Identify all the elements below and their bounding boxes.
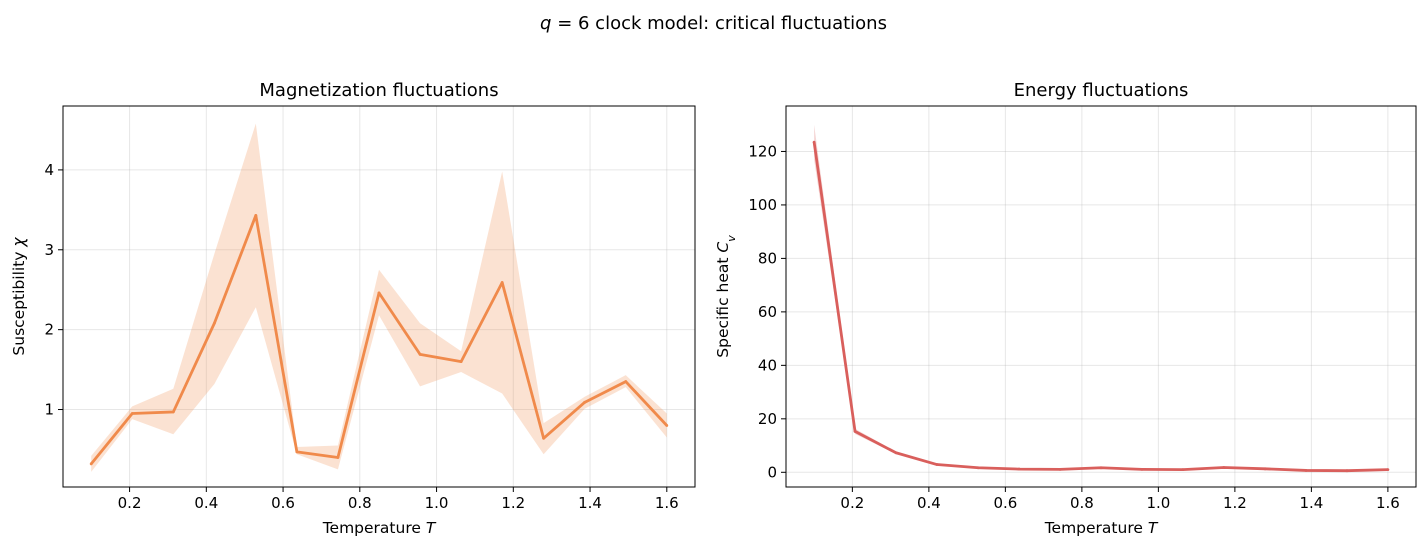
energy-x-tick-label: 0.8 (1070, 494, 1094, 512)
energy-data-point (1181, 468, 1185, 472)
energy-grid (786, 106, 1416, 487)
energy-data-point (976, 466, 980, 470)
magnetization-x-tick-label: 1.0 (425, 494, 449, 512)
magnetization-data-point (418, 353, 422, 356)
energy-data-point (1058, 467, 1062, 471)
energy-data-point (812, 140, 816, 144)
magnetization-x-axis-variable: T (426, 519, 437, 537)
energy-y-axis-subscript: v (725, 235, 738, 242)
magnetization-data-point (665, 424, 669, 427)
energy-y-tick-label: 20 (758, 410, 777, 428)
magnetization-y-tick-label: 1 (44, 401, 54, 419)
energy-x-tick-label: 0.4 (917, 494, 941, 512)
specific-heat-points (812, 140, 1390, 473)
figure-suptitle: q = 6 clock model: critical fluctuations (540, 13, 887, 34)
magnetization-data-point (295, 450, 299, 454)
energy-x-tick-label: 1.6 (1376, 494, 1400, 512)
magnetization-y-axis-text: Susceptibility (10, 247, 28, 356)
specific-heat-line (812, 141, 1388, 473)
energy-y-tick-label: 60 (758, 303, 777, 321)
magnetization-y-axis-label: Susceptibility χ (10, 237, 28, 356)
energy-x-axis-variable: T (1148, 519, 1159, 537)
energy-x-axis-text: Temperature (1044, 519, 1148, 537)
magnetization-data-point (336, 456, 340, 459)
energy-data-point (1386, 468, 1390, 472)
magnetization-data-point (377, 291, 381, 295)
energy-data-point (1222, 466, 1226, 469)
magnetization-data-point (624, 380, 628, 383)
energy-x-tick-label: 0.6 (993, 494, 1017, 512)
energy-title: Energy fluctuations (1014, 80, 1189, 101)
energy-data-point (935, 463, 939, 466)
energy-data-point (1345, 469, 1349, 473)
magnetization-x-ticks: 0.2 0.4 0.6 0.8 1.0 1.2 1.4 1.6 (118, 487, 679, 512)
magnetization-x-tick-label: 1.6 (655, 494, 679, 512)
magnetization-data-point (89, 462, 93, 466)
energy-data-point (1304, 469, 1308, 472)
magnetization-x-tick-label: 0.2 (118, 494, 142, 512)
magnetization-data-point (212, 321, 216, 325)
suptitle-equals: = 6 (551, 13, 589, 34)
energy-y-tick-label: 80 (758, 249, 777, 267)
energy-axes-frame (785, 105, 1417, 488)
energy-y-tick-label: 100 (748, 196, 777, 214)
energy-y-tick-label: 0 (767, 463, 777, 481)
magnetization-data-point (254, 214, 258, 217)
energy-panel: 0.2 0.4 0.6 0.8 1.0 1.2 1.4 1.6 0 20 40 60 80 100 120… (714, 80, 1417, 537)
magnetization-y-tick-label: 4 (44, 161, 54, 179)
magnetization-data-point (500, 281, 504, 284)
energy-x-ticks: 0.2 0.4 0.6 0.8 1.0 1.2 1.4 1.6 (840, 487, 1400, 512)
energy-data-point (1263, 467, 1267, 471)
energy-y-tick-label: 40 (758, 356, 777, 374)
energy-y-ticks: 0 20 40 60 80 100 120 (748, 142, 786, 481)
energy-x-tick-label: 1.0 (1146, 494, 1170, 512)
energy-y-axis-text: Specific heat (714, 253, 732, 358)
magnetization-y-tick-label: 3 (44, 241, 54, 259)
energy-data-point (853, 429, 857, 433)
magnetization-axes-frame (62, 105, 696, 488)
energy-x-tick-label: 1.2 (1223, 494, 1247, 512)
magnetization-x-tick-label: 0.4 (194, 494, 218, 512)
magnetization-x-tick-label: 0.8 (348, 494, 372, 512)
magnetization-y-tick-label: 2 (44, 321, 54, 339)
energy-x-axis-label: Temperature T (1044, 519, 1159, 537)
energy-data-point (1140, 467, 1144, 471)
magnetization-x-tick-label: 1.2 (501, 494, 525, 512)
energy-y-axis-label: Specific heat Cv (714, 235, 738, 358)
energy-x-tick-label: 0.2 (840, 494, 864, 512)
energy-data-point (894, 451, 898, 455)
magnetization-panel: 0.2 0.4 0.6 0.8 1.0 1.2 1.4 1.6 1 2 3 4 Magnetizat… (10, 80, 696, 537)
magnetization-data-point (130, 412, 134, 415)
magnetization-data-point (542, 436, 546, 440)
magnetization-y-ticks: 1 2 3 4 (44, 161, 63, 419)
magnetization-x-axis-label: Temperature T (322, 519, 437, 537)
magnetization-x-tick-label: 0.6 (271, 494, 295, 512)
magnetization-title: Magnetization fluctuations (259, 80, 498, 101)
suptitle-text: clock model: critical fluctuations (589, 13, 887, 34)
magnetization-y-axis-variable: χ (10, 237, 28, 248)
magnetization-grid (63, 106, 695, 487)
energy-y-axis-variable: C (714, 242, 732, 253)
magnetization-data-point (583, 400, 587, 404)
energy-x-tick-label: 1.4 (1299, 494, 1323, 512)
magnetization-data-point (171, 410, 175, 414)
magnetization-data-point (459, 360, 463, 363)
energy-data-point (1099, 466, 1103, 470)
energy-data-point (1017, 467, 1021, 471)
energy-y-tick-label: 120 (748, 142, 777, 160)
magnetization-x-axis-text: Temperature (322, 519, 426, 537)
susceptibility-points (89, 214, 669, 466)
magnetization-x-tick-label: 1.4 (578, 494, 602, 512)
suptitle-variable: q (540, 13, 551, 34)
